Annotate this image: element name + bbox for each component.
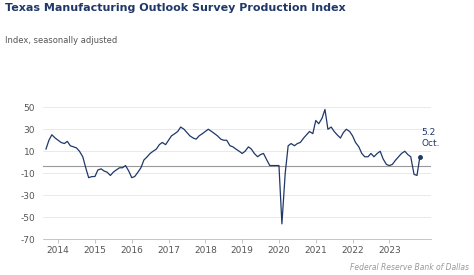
- Text: Index, seasonally adjusted: Index, seasonally adjusted: [5, 36, 117, 45]
- Text: 5.2
Oct.: 5.2 Oct.: [422, 128, 440, 148]
- Text: Texas Manufacturing Outlook Survey Production Index: Texas Manufacturing Outlook Survey Produ…: [5, 3, 346, 13]
- Text: Federal Reserve Bank of Dallas: Federal Reserve Bank of Dallas: [350, 263, 469, 272]
